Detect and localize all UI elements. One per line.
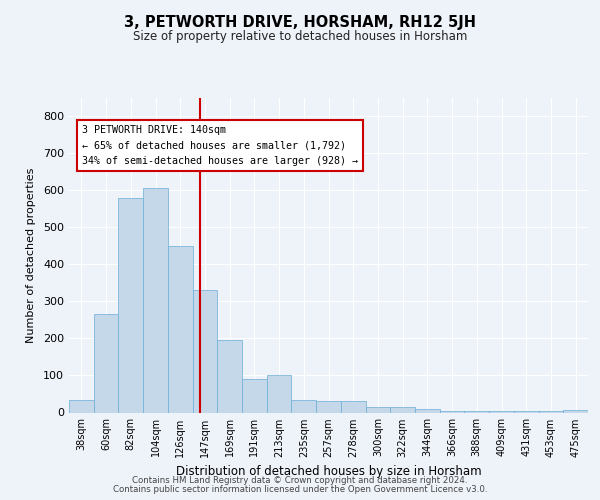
Text: 3 PETWORTH DRIVE: 140sqm
← 65% of detached houses are smaller (1,792)
34% of sem: 3 PETWORTH DRIVE: 140sqm ← 65% of detach… [82,126,358,166]
Bar [292,400,316,412]
Bar [143,188,168,412]
Bar [440,410,464,412]
Text: Contains HM Land Registry data © Crown copyright and database right 2024.: Contains HM Land Registry data © Crown c… [132,476,468,485]
Bar [464,410,489,412]
Bar [242,379,267,412]
Bar [69,400,94,412]
Bar [193,290,217,412]
X-axis label: Distribution of detached houses by size in Horsham: Distribution of detached houses by size … [176,465,481,478]
Bar [341,402,365,412]
Y-axis label: Number of detached properties: Number of detached properties [26,168,36,342]
Bar [94,314,118,412]
Text: 3, PETWORTH DRIVE, HORSHAM, RH12 5JH: 3, PETWORTH DRIVE, HORSHAM, RH12 5JH [124,15,476,30]
Bar [390,407,415,412]
Bar [563,410,588,412]
Text: Size of property relative to detached houses in Horsham: Size of property relative to detached ho… [133,30,467,43]
Bar [168,246,193,412]
Bar [415,409,440,412]
Bar [217,340,242,412]
Bar [365,407,390,412]
Bar [118,198,143,412]
Bar [316,402,341,412]
Bar [267,376,292,412]
Text: Contains public sector information licensed under the Open Government Licence v3: Contains public sector information licen… [113,485,487,494]
